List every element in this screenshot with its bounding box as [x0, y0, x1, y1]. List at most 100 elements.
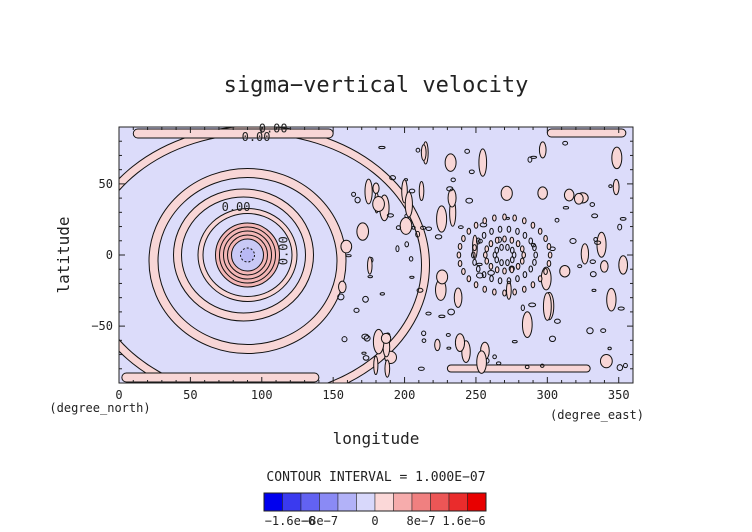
ring-cell — [492, 214, 497, 222]
cell-negative — [378, 145, 386, 150]
cell-negative — [411, 225, 416, 230]
ring-cell — [502, 289, 507, 297]
x-tick-label: 100 — [251, 388, 273, 402]
ring-cell — [483, 251, 488, 259]
cell-positive — [364, 178, 373, 205]
cell-negative — [562, 140, 569, 146]
ring-cell — [484, 245, 490, 253]
ring-cell — [482, 285, 488, 293]
cell-positive — [538, 141, 547, 159]
cell-positive — [434, 338, 441, 352]
south-band-east — [446, 364, 591, 373]
ring-cell — [499, 259, 504, 267]
cell-negative — [408, 188, 416, 194]
cell-positive — [542, 292, 552, 321]
ring-cell — [547, 251, 553, 259]
ring-cell — [488, 262, 494, 270]
ring-cell — [509, 246, 515, 254]
colorbar-swatch — [319, 492, 339, 512]
y-tick-label: −50 — [91, 319, 113, 333]
cell-negative — [600, 328, 607, 333]
x-axis-label: longitude — [333, 429, 420, 448]
cell-negative — [420, 225, 427, 230]
ring-cell — [461, 235, 466, 243]
ring-cell — [497, 277, 503, 285]
x-tick-label: 250 — [465, 388, 487, 402]
cell-positive — [612, 178, 620, 196]
cell-negative — [465, 197, 474, 204]
ring-cell — [499, 243, 504, 251]
cell-negative — [540, 363, 545, 368]
cell-negative — [415, 147, 421, 153]
cell-positive — [356, 222, 370, 241]
ring-cell — [506, 277, 512, 285]
cell-negative — [445, 332, 451, 337]
colorbar-swatch — [374, 492, 394, 512]
cell-positive — [537, 186, 548, 200]
contour-interval-label: CONTOUR INTERVAL = 1.000E−07 — [266, 470, 485, 485]
x-tick-label: 0 — [115, 388, 122, 402]
cell-negative — [619, 217, 627, 221]
cell-negative — [495, 361, 502, 366]
cell-positive — [606, 287, 617, 312]
cell-negative — [362, 355, 370, 361]
cell-positive — [380, 332, 392, 344]
cell-negative — [351, 191, 357, 197]
ring-cell — [509, 256, 515, 264]
ring-cell — [515, 275, 520, 283]
north-band — [132, 128, 334, 139]
colorbar: −1.6e−6−8e−7 0 8e−7 1.6e−6 — [263, 492, 487, 528]
cell-positive — [505, 280, 512, 300]
cell-negative — [594, 240, 602, 245]
contour-ring-fill — [174, 189, 313, 321]
cell-negative — [623, 362, 628, 369]
cell-negative — [589, 202, 596, 207]
vortex-core-contour — [223, 230, 272, 280]
cell-negative — [554, 217, 560, 223]
cell-negative — [530, 155, 538, 159]
ring-cell — [522, 271, 528, 279]
cell-negative — [446, 186, 454, 192]
cell-positive — [478, 148, 488, 177]
cell-positive — [599, 354, 613, 369]
ring-cell — [521, 285, 527, 293]
ring-cell — [521, 217, 527, 225]
x-tick-label: 150 — [322, 388, 344, 402]
ring-cell — [489, 275, 494, 283]
cell-negative — [616, 364, 624, 372]
colorbar-swatch — [411, 492, 431, 512]
ring-cell — [457, 259, 463, 267]
contour-field — [119, 127, 629, 383]
cell-negative — [421, 338, 427, 343]
ring-cell — [471, 251, 476, 259]
cell-positive — [580, 243, 590, 265]
colorbar-tick-label: 1.6e−6 — [442, 514, 485, 528]
cell-negative — [476, 262, 483, 267]
ring-cell — [512, 214, 517, 222]
cell-negative — [487, 270, 495, 276]
ring-cell — [528, 265, 534, 273]
cell-positive — [563, 188, 575, 202]
x-tick-label: 50 — [183, 388, 197, 402]
cell-negative — [337, 293, 345, 301]
cell-negative — [589, 271, 597, 278]
cell-negative — [341, 336, 348, 343]
cell-positive — [447, 188, 457, 208]
cell-positive — [418, 181, 425, 201]
cell-negative — [617, 306, 625, 311]
cell-positive — [338, 280, 347, 294]
ring-cell — [497, 225, 503, 233]
ring-cell — [456, 251, 462, 259]
ring-cell — [506, 225, 512, 233]
cell-negative — [447, 308, 455, 316]
cell-negative — [395, 225, 402, 230]
north-band-east — [546, 128, 627, 138]
vortex-core-contour — [219, 226, 276, 284]
ring-cell — [546, 259, 552, 267]
cell-positive — [399, 216, 413, 235]
cell-negative — [404, 241, 410, 248]
x-axis-unit: (degree_east) — [550, 408, 644, 422]
colorbar-swatch — [337, 492, 357, 512]
cell-negative — [389, 175, 397, 181]
cell-positive — [500, 185, 513, 201]
